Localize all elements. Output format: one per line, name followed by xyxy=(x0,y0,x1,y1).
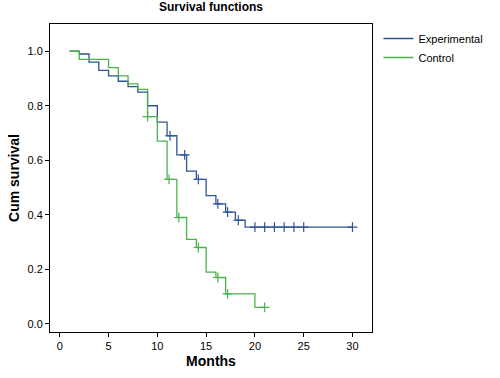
svg-text:Experimental: Experimental xyxy=(418,33,482,45)
svg-text:0.8: 0.8 xyxy=(28,100,43,112)
svg-text:0.0: 0.0 xyxy=(28,318,43,330)
svg-text:Survival functions: Survival functions xyxy=(159,0,263,14)
svg-text:1.0: 1.0 xyxy=(28,45,43,57)
svg-text:0.4: 0.4 xyxy=(28,209,43,221)
svg-text:0: 0 xyxy=(57,340,63,352)
svg-text:25: 25 xyxy=(298,340,310,352)
svg-text:Cum survival: Cum survival xyxy=(6,134,22,222)
svg-text:Control: Control xyxy=(418,52,453,64)
svg-text:10: 10 xyxy=(151,340,163,352)
svg-text:0.6: 0.6 xyxy=(28,154,43,166)
svg-text:20: 20 xyxy=(249,340,261,352)
svg-text:0.2: 0.2 xyxy=(28,263,43,275)
svg-text:Months: Months xyxy=(186,353,236,369)
svg-text:15: 15 xyxy=(200,340,212,352)
svg-text:30: 30 xyxy=(346,340,358,352)
svg-text:5: 5 xyxy=(105,340,111,352)
